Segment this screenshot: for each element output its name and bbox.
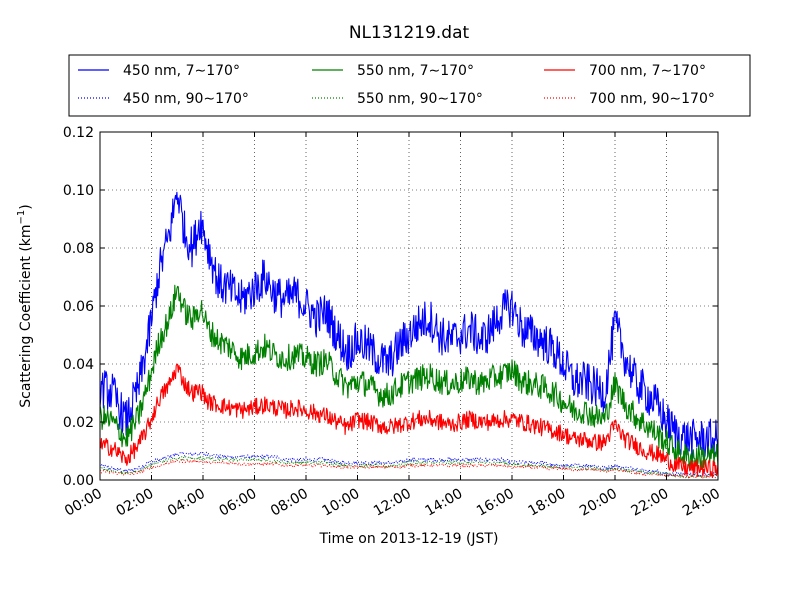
- legend-label: 550 nm, 90∼170°: [357, 91, 483, 107]
- series-layer: [99, 191, 719, 479]
- series-line: [99, 191, 719, 460]
- chart-title: NL131219.dat: [349, 23, 470, 43]
- legend-label: 450 nm, 90∼170°: [123, 91, 249, 107]
- legend-label: 700 nm, 7∼170°: [589, 63, 706, 79]
- series-line: [99, 456, 719, 478]
- y-tick-label: 0.02: [63, 415, 94, 431]
- y-tick-label: 0.06: [63, 299, 94, 315]
- axis-ticks: [99, 131, 719, 481]
- y-tick-labels: 0.00 0.02 0.04 0.06 0.08 0.10 0.12: [63, 125, 94, 489]
- legend-label: 700 nm, 90∼170°: [589, 91, 715, 107]
- y-axis-label-sup: −1: [16, 210, 27, 225]
- legend-box: [68, 54, 751, 117]
- legend-label: 450 nm, 7∼170°: [123, 63, 240, 79]
- legend-label: 550 nm, 7∼170°: [357, 63, 474, 79]
- y-tick-label: 0.12: [63, 125, 94, 141]
- y-tick-label: 0.10: [63, 183, 94, 199]
- y-tick-label: 0.08: [63, 241, 94, 257]
- legend: 450 nm, 7∼170° 550 nm, 7∼170° 700 nm, 7∼17…: [68, 54, 751, 117]
- grid-lines: [100, 132, 718, 480]
- y-axis-label-main: Scattering Coefficient (km: [18, 224, 34, 407]
- y-tick-label: 0.00: [63, 473, 94, 489]
- series-line: [99, 363, 719, 478]
- y-axis-label-end: ): [18, 204, 34, 209]
- series-line: [99, 284, 719, 470]
- y-tick-label: 0.04: [63, 357, 94, 373]
- legend-items: 450 nm, 7∼170° 550 nm, 7∼170° 700 nm, 7∼17…: [78, 63, 715, 107]
- series-line: [99, 451, 719, 477]
- x-axis-label: Time on 2013-12-19 (JST): [319, 531, 499, 547]
- y-axis-label: Scattering Coefficient (km−1): [16, 204, 34, 408]
- series-line: [99, 459, 719, 479]
